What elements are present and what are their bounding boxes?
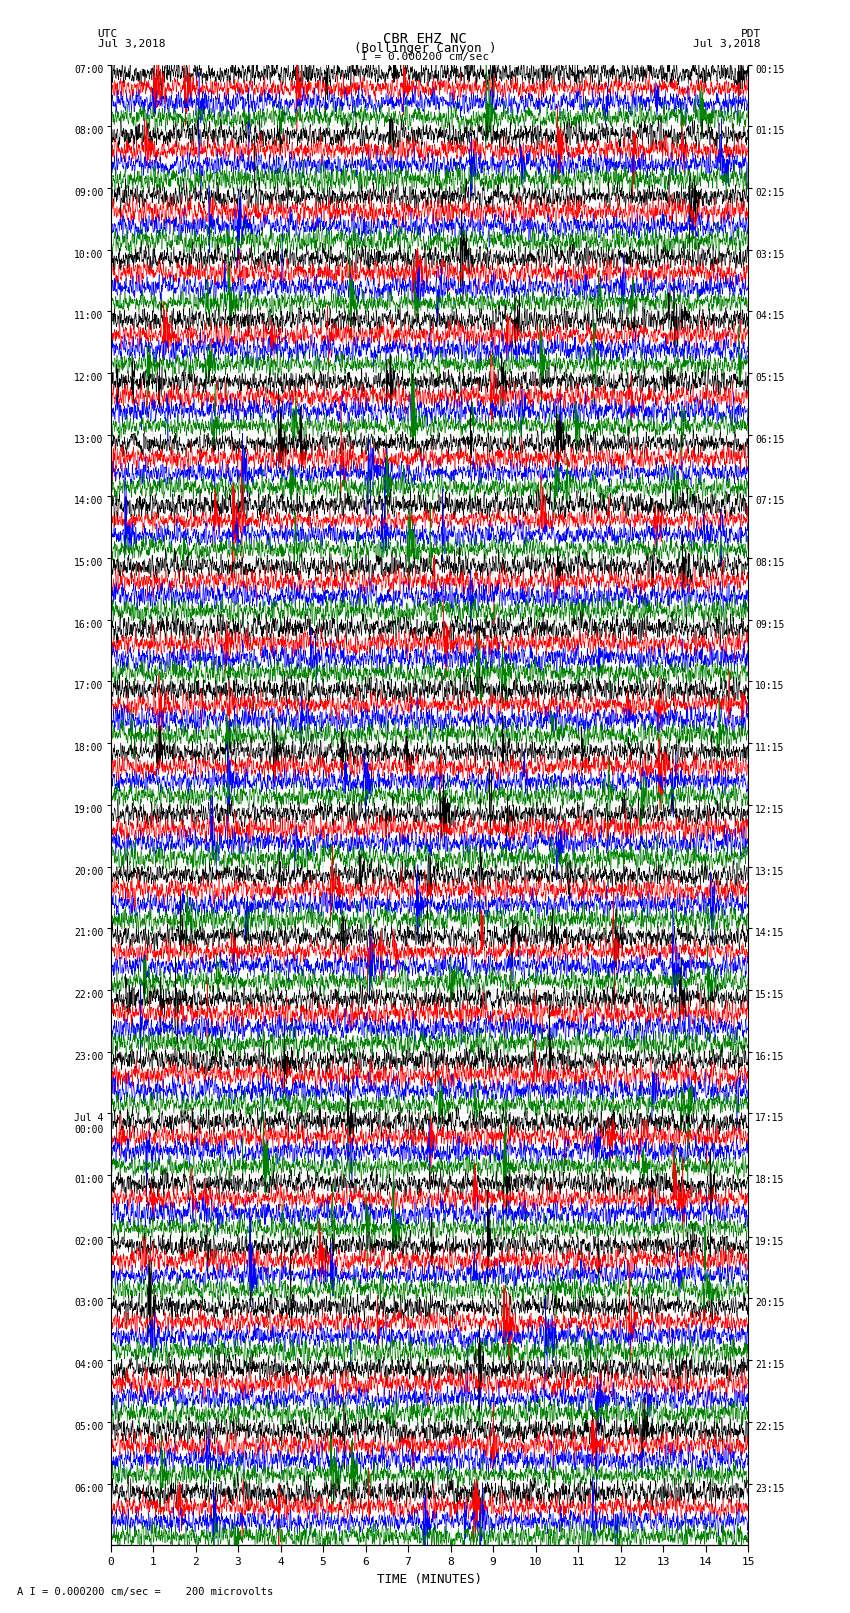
Text: Jul 3,2018: Jul 3,2018 bbox=[98, 39, 165, 48]
Text: I = 0.000200 cm/sec: I = 0.000200 cm/sec bbox=[361, 52, 489, 61]
X-axis label: TIME (MINUTES): TIME (MINUTES) bbox=[377, 1573, 482, 1586]
Text: UTC: UTC bbox=[98, 29, 118, 39]
Text: PDT: PDT bbox=[740, 29, 761, 39]
Text: Jul 3,2018: Jul 3,2018 bbox=[694, 39, 761, 48]
Text: CBR EHZ NC: CBR EHZ NC bbox=[383, 32, 467, 47]
Text: (Bollinger Canyon ): (Bollinger Canyon ) bbox=[354, 42, 496, 55]
Text: A I = 0.000200 cm/sec =    200 microvolts: A I = 0.000200 cm/sec = 200 microvolts bbox=[17, 1587, 273, 1597]
